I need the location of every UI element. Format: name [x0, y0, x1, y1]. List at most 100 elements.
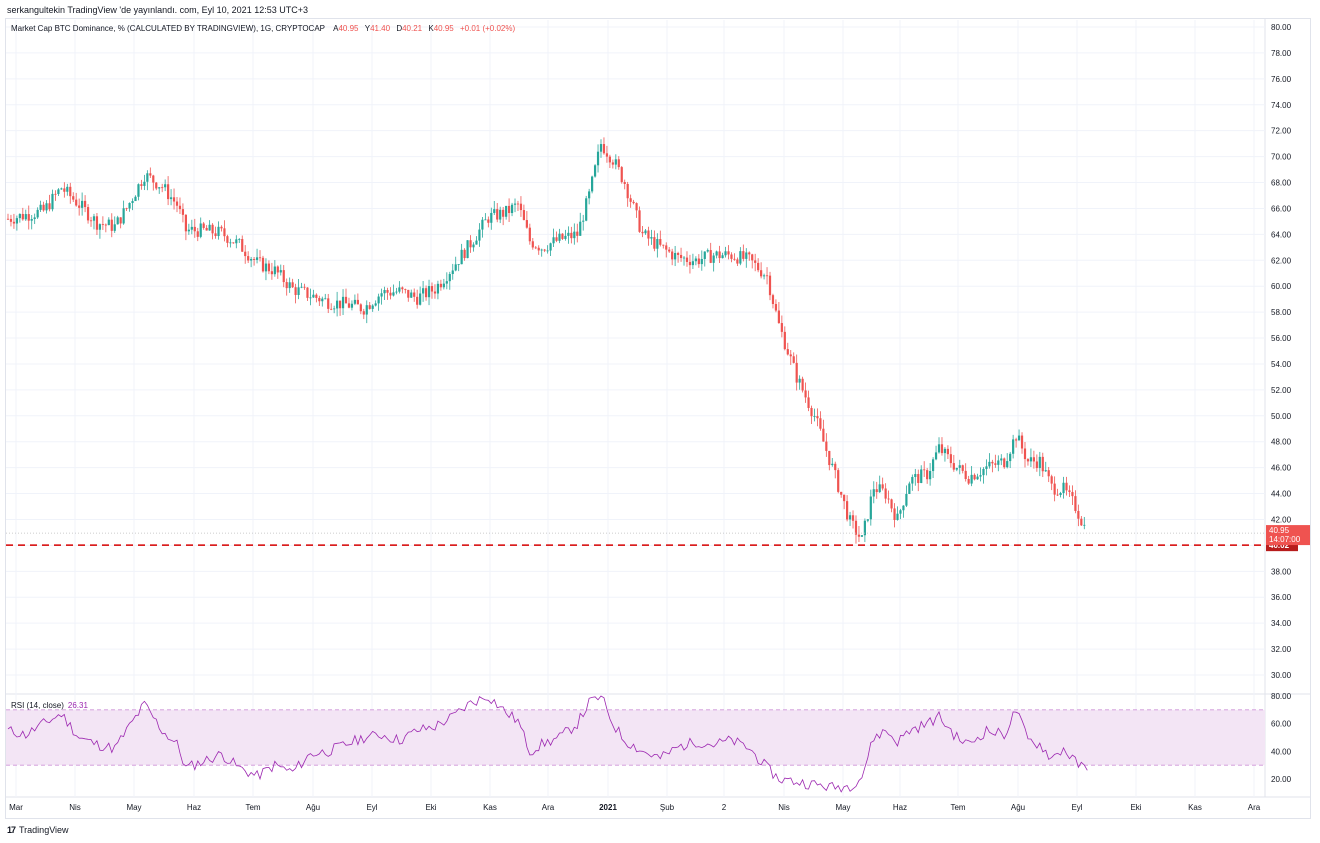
- change-value: +0.01 (+0.02%): [459, 24, 516, 33]
- candle-body: [78, 205, 81, 208]
- candle-body: [688, 261, 692, 266]
- candle-body: [721, 255, 724, 259]
- rsi-band: [6, 709, 1265, 766]
- candle-body: [39, 204, 42, 210]
- candle-body: [700, 258, 703, 265]
- low-label: D: [396, 24, 403, 33]
- candle-body: [706, 250, 709, 252]
- candle-body: [98, 224, 102, 230]
- candle-body: [451, 270, 454, 275]
- candle-body: [21, 213, 24, 220]
- rsi-value: 26.31: [67, 701, 88, 710]
- candle-body: [6, 218, 10, 220]
- candle-body: [789, 354, 792, 357]
- candle-body: [555, 237, 558, 241]
- price-tick-label: 58.00: [1271, 308, 1292, 317]
- candle-body: [149, 173, 152, 176]
- candle-body: [822, 428, 825, 442]
- candle-body: [522, 210, 526, 221]
- candle-body: [282, 270, 285, 283]
- brand-name: TradingView: [19, 825, 69, 835]
- candle-body: [671, 251, 674, 260]
- price-tick-label: 70.00: [1271, 153, 1292, 162]
- candle-body: [525, 220, 528, 228]
- time-tick-label: Şub: [660, 803, 675, 812]
- candle-body: [890, 499, 893, 509]
- candle-body: [783, 331, 786, 350]
- rsi-title: RSI (14, close): [11, 701, 64, 710]
- candle-body: [949, 454, 952, 464]
- candle-body: [617, 159, 620, 168]
- candle-body: [964, 470, 967, 480]
- candle-body: [751, 254, 754, 261]
- candle-body: [724, 251, 727, 256]
- time-tick-label: Kas: [1188, 803, 1202, 812]
- candle-body: [309, 297, 312, 299]
- candle-body: [715, 251, 718, 256]
- candle-body: [258, 257, 262, 259]
- candle-body: [905, 493, 908, 506]
- candle-body: [754, 260, 757, 263]
- candle-body: [181, 209, 185, 215]
- price-tick-label: 46.00: [1271, 464, 1292, 473]
- candle-body: [917, 474, 920, 483]
- candle-body: [991, 461, 994, 464]
- candle-body: [674, 252, 677, 260]
- candle-body: [579, 221, 582, 236]
- candle-body: [125, 208, 128, 210]
- candle-body: [119, 217, 122, 224]
- candle-body: [902, 505, 905, 511]
- candle-body: [748, 252, 751, 255]
- rsi-tick-label: 40.00: [1271, 747, 1292, 756]
- candle-body: [733, 258, 736, 260]
- candle-body: [611, 162, 614, 165]
- candle-body: [591, 176, 594, 192]
- candle-body: [653, 237, 656, 249]
- candle-body: [247, 256, 250, 261]
- price-tick-label: 54.00: [1271, 360, 1292, 369]
- candle-body: [356, 299, 359, 305]
- candle-body: [220, 226, 223, 229]
- candle-body: [730, 254, 733, 259]
- candle-body: [816, 416, 819, 419]
- candle-body: [946, 448, 950, 455]
- chart-frame: [5, 18, 1311, 819]
- symbol-legend: Market Cap BTC Dominance, % (CALCULATED …: [11, 24, 515, 33]
- candle-body: [1047, 470, 1050, 477]
- price-tick-label: 52.00: [1271, 386, 1292, 395]
- candle-body: [1032, 457, 1035, 462]
- time-tick-label: Tem: [245, 803, 260, 812]
- candle-body: [771, 295, 775, 305]
- candle-body: [644, 230, 647, 234]
- candle-body: [608, 156, 611, 163]
- candle-body: [638, 210, 641, 232]
- candle-body: [602, 144, 606, 154]
- candle-body: [742, 251, 745, 259]
- candle-body: [454, 264, 457, 271]
- open-label: A: [333, 24, 339, 33]
- candle-body: [401, 287, 404, 290]
- time-tick-label: Kas: [483, 803, 497, 812]
- candle-body: [306, 287, 309, 298]
- candle-body: [801, 378, 804, 391]
- candle-body: [407, 289, 410, 298]
- candle-body: [537, 247, 540, 251]
- candle-body: [997, 460, 1000, 465]
- price-tick-label: 50.00: [1271, 412, 1292, 421]
- footer[interactable]: 17 TradingView: [7, 825, 69, 835]
- candle-body: [519, 203, 523, 211]
- candle-body: [60, 188, 63, 190]
- time-tick-label: Ağu: [306, 803, 320, 812]
- candle-body: [30, 219, 33, 221]
- candle-body: [350, 303, 354, 308]
- candle-body: [101, 224, 104, 225]
- candle-body: [540, 249, 543, 251]
- price-tick-label: 38.00: [1271, 567, 1292, 576]
- candle-body: [95, 216, 99, 230]
- candle-body: [1020, 435, 1024, 449]
- candle-body: [843, 494, 846, 502]
- candle-body: [380, 293, 383, 297]
- candle-body: [718, 251, 721, 259]
- price-tick-label: 76.00: [1271, 75, 1292, 84]
